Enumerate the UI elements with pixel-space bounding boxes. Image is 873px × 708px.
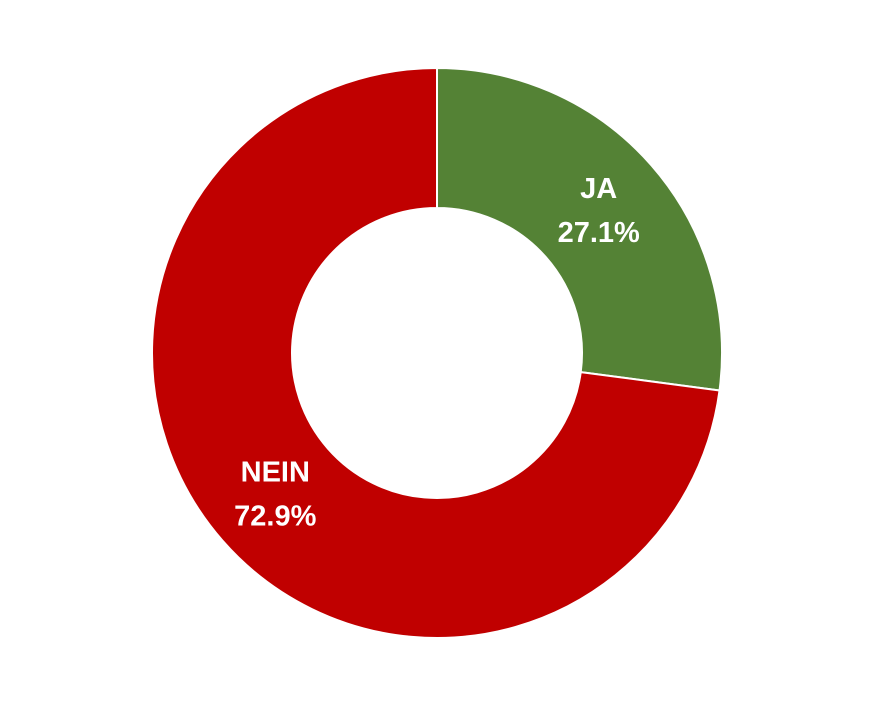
- segment-label: NEIN: [241, 456, 310, 488]
- donut-segment: [436, 66, 723, 392]
- segment-label: JA: [580, 173, 617, 205]
- value-label: 72.9%: [234, 500, 316, 532]
- donut-segment: [151, 66, 721, 639]
- value-label: 27.1%: [558, 217, 640, 249]
